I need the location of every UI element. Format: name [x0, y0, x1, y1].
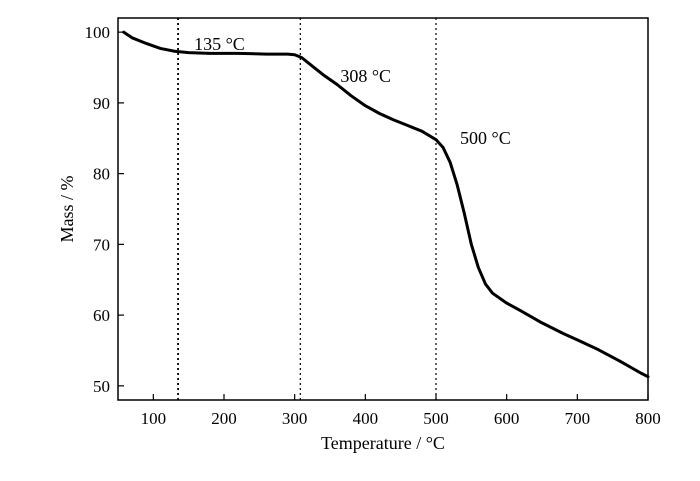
- y-axis-title: Mass / %: [57, 175, 77, 242]
- y-tick-label-90: 90: [93, 94, 110, 113]
- x-tick-label-500: 500: [423, 409, 449, 428]
- x-tick-label-700: 700: [565, 409, 591, 428]
- annotation-label-135: 135 °C: [194, 34, 245, 54]
- x-tick-label-200: 200: [211, 409, 237, 428]
- x-tick-label-800: 800: [635, 409, 661, 428]
- y-tick-label-100: 100: [85, 23, 111, 42]
- mass-curve: [122, 30, 650, 379]
- y-tick-label-80: 80: [93, 165, 110, 184]
- annotation-label-500: 500 °C: [460, 128, 511, 148]
- annotations: 135 °C 308 °C 500 °C: [194, 34, 511, 148]
- annotation-label-308: 308 °C: [340, 66, 391, 86]
- x-tick-label-300: 300: [282, 409, 308, 428]
- x-axis-title: Temperature / °C: [321, 433, 445, 453]
- x-tick-label-600: 600: [494, 409, 520, 428]
- plot-frame: [117, 17, 649, 401]
- x-axis: 100 200 300 400 500 600 700 800: [141, 394, 661, 428]
- y-axis: 50 60 70 80 90 100: [85, 23, 124, 396]
- y-tick-label-60: 60: [93, 306, 110, 325]
- y-tick-label-70: 70: [93, 235, 110, 254]
- y-tick-label-50: 50: [93, 377, 110, 396]
- x-tick-label-100: 100: [141, 409, 167, 428]
- x-tick-label-400: 400: [353, 409, 379, 428]
- transition-lines: [177, 18, 437, 400]
